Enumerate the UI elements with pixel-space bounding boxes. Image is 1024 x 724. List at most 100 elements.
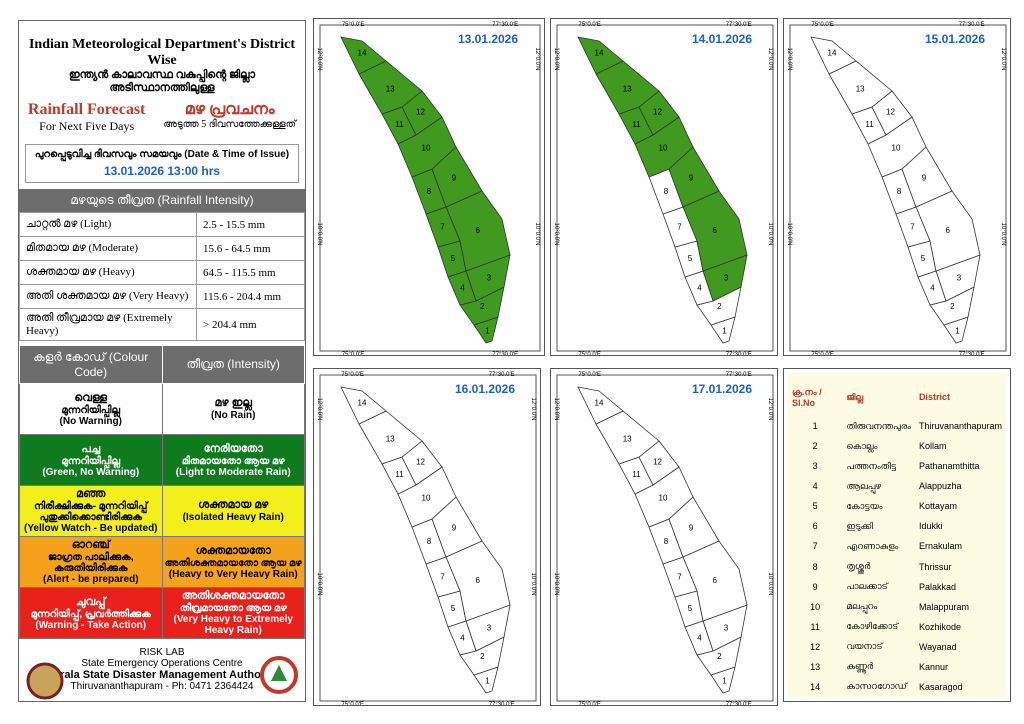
district-number: 5 <box>451 254 456 263</box>
forecast-map: 75°0.0'E 75°0.0'E 77°30.0'E 77°30.0'E 12°0.0… <box>550 18 778 356</box>
map-date: 14.01.2026 <box>692 32 752 46</box>
lat-label: 10°0.0'N <box>553 573 559 596</box>
district-header: District <box>918 392 950 403</box>
forecast-map: 75°0.0'E 75°0.0'E 77°30.0'E 77°30.0'E 12°0.0… <box>313 368 541 706</box>
district-number: 10 <box>892 143 901 152</box>
district-cell: 10 <box>810 601 821 612</box>
footer-line: Kerala State Disaster Management Authori… <box>46 669 278 681</box>
lat-label: 10°0.0'N <box>553 223 559 246</box>
district-number: 14 <box>358 48 367 57</box>
district <box>810 36 857 75</box>
colour-code: ചുവപ്പ് മുന്നറിയിപ്പ്, പ്രവർത്തിക്കുക (War… <box>19 587 163 639</box>
district-number: 1 <box>485 677 490 686</box>
district-number: 13 <box>386 435 395 444</box>
intensity-row: മിതമായ മഴ (Moderate) 15.6 - 64.5 mm <box>19 236 305 261</box>
colour-intensity: ശക്തമായതോ അതിശക്തമായതോ ആയ മഴ (Heavy to Ver… <box>161 536 305 588</box>
lon-label: 77°30.0'E <box>959 22 985 28</box>
district-number: 1 <box>485 327 490 336</box>
footer-line: State Emergency Operations Centre <box>81 658 243 669</box>
district-number: 7 <box>440 572 445 581</box>
lon-label: 75°0.0'E <box>342 352 365 356</box>
district-number: 4 <box>697 284 702 293</box>
legend-panel: Indian Meteorological Department's Distr… <box>18 20 306 702</box>
district-number: 6 <box>475 576 480 585</box>
intensity-name: അതി തീവ്രമായ മഴ (Extremely Heavy) <box>19 308 197 341</box>
lat-label: 10°0.0'N <box>767 573 773 596</box>
district-row: 10 മലപ്പുറം Malappuram <box>788 597 1006 617</box>
map-frame <box>789 24 1007 352</box>
district-number: 3 <box>724 624 729 633</box>
lat-label: 12°0.0'N <box>534 48 540 71</box>
district-number: 1 <box>722 327 727 336</box>
district-cell: Kottayam <box>918 501 957 512</box>
colour-text: (Warning - Take Action) <box>35 619 147 631</box>
colour-text: വെള്ള <box>74 391 108 404</box>
colour-text: മുന്നറിയിപ്പില്ല <box>61 404 121 416</box>
district-number: 13 <box>856 85 865 94</box>
district-cell: 3 <box>812 461 818 472</box>
district-number: 4 <box>460 284 465 293</box>
colour-text: നേരിയതോ <box>203 442 263 455</box>
map-frame <box>319 374 537 702</box>
district-number: 10 <box>422 143 431 152</box>
lon-label: 75°0.0'E <box>342 22 365 28</box>
header: Indian Meteorological Department's Distr… <box>19 21 305 134</box>
lon-label: 77°30.0'E <box>726 352 752 356</box>
lon-label: 77°30.0'E <box>959 352 985 356</box>
colour-text: മഞ്ഞ <box>76 488 106 500</box>
district-row: 11 കോഴിക്കോട് Kozhikode <box>788 617 1006 637</box>
district-number: 11 <box>395 120 404 129</box>
district-number: 5 <box>921 254 926 263</box>
lat-label: 10°0.0'N <box>534 223 540 246</box>
intensity-range: > 204.4 mm <box>196 308 305 341</box>
district-cell: പത്തനംതിട്ട <box>846 460 897 471</box>
colour-text: (Yellow Watch - Be updated) <box>23 523 158 534</box>
map-frame <box>556 24 774 352</box>
lon-label: 77°30.0'E <box>726 372 752 378</box>
lon-label: 77°30.0'E <box>489 372 515 378</box>
district-cell: കണ്ണൂർ <box>846 661 874 672</box>
colour-text: അതിശക്തമായതോ ആയ മഴ <box>164 557 302 569</box>
district-number: 4 <box>697 634 702 643</box>
district-cell: Kollam <box>918 441 947 452</box>
district-cell: 12 <box>810 641 821 652</box>
district-number: 12 <box>886 108 895 117</box>
district-number: 4 <box>460 634 465 643</box>
district-number: 6 <box>475 226 480 235</box>
district-number: 9 <box>689 524 694 533</box>
district-cell: കൊല്ലം <box>846 440 878 451</box>
intensity-range: 64.5 - 115.5 mm <box>196 260 305 285</box>
lat-label: 10°0.0'N <box>1000 223 1006 246</box>
footer-line: Thiruvananthapuram - Ph: 0471 2364424 <box>70 681 254 692</box>
lon-label: 77°30.0'E <box>489 702 515 706</box>
colour-text: (Heavy to Very Heavy Rain) <box>168 568 298 580</box>
colour-text: മുന്നറിയിപ്പില്ല <box>61 455 121 467</box>
colour-text: മുന്നറിയിപ്പ്, പ്രവർത്തിക്കുക <box>30 608 151 620</box>
district-cell: 8 <box>812 561 818 572</box>
period: For Next Five Days <box>39 119 135 133</box>
colour-text: ചുവപ്പ് <box>75 595 106 608</box>
intensity-range: 15.6 - 64.5 mm <box>196 236 305 261</box>
district-cell: 1 <box>812 421 818 432</box>
lon-label: 75°0.0'E <box>578 352 601 356</box>
district-number: 6 <box>945 226 950 235</box>
colour-code: മഞ്ഞ നിരീക്ഷിക്കുക- മുന്നറിയിപ്പ് പുതുക്കി… <box>19 485 163 537</box>
district-number: 12 <box>653 458 662 467</box>
district-number: 5 <box>451 604 456 613</box>
district-cell: കോട്ടയം <box>846 500 883 511</box>
district-number: 2 <box>950 302 955 311</box>
colour-row: വെള്ള മുന്നറിയിപ്പില്ല (No Warning) മഴ ഇല്ല… <box>19 383 305 435</box>
map-frame <box>319 24 541 352</box>
ksdma-logo <box>260 656 298 694</box>
intensity-range: 2.5 - 15.5 mm <box>196 212 305 237</box>
lat-label: 12°0.0'N <box>553 48 559 71</box>
colour-intensity: ശക്തമായ മഴ (Isolated Heavy Rain) <box>161 485 305 537</box>
period-ml: അടുത്ത 5 ദിവസത്തേക്കുള്ളത് <box>163 119 297 130</box>
colour-text: ശക്തമായ മഴ <box>198 499 269 511</box>
district-cell: കോഴിക്കോട് <box>846 621 899 632</box>
intensity-name: ചാറ്റൽ മഴ (Light) <box>19 212 197 237</box>
lon-label: 77°30.0'E <box>492 352 518 356</box>
colour-text: (Very Heavy to Extremely Heavy Rain) <box>173 614 293 636</box>
district-row: 13 കണ്ണൂർ Kannur <box>788 657 1006 677</box>
district-row: 9 പാലക്കാട് Palakkad <box>788 577 1006 597</box>
